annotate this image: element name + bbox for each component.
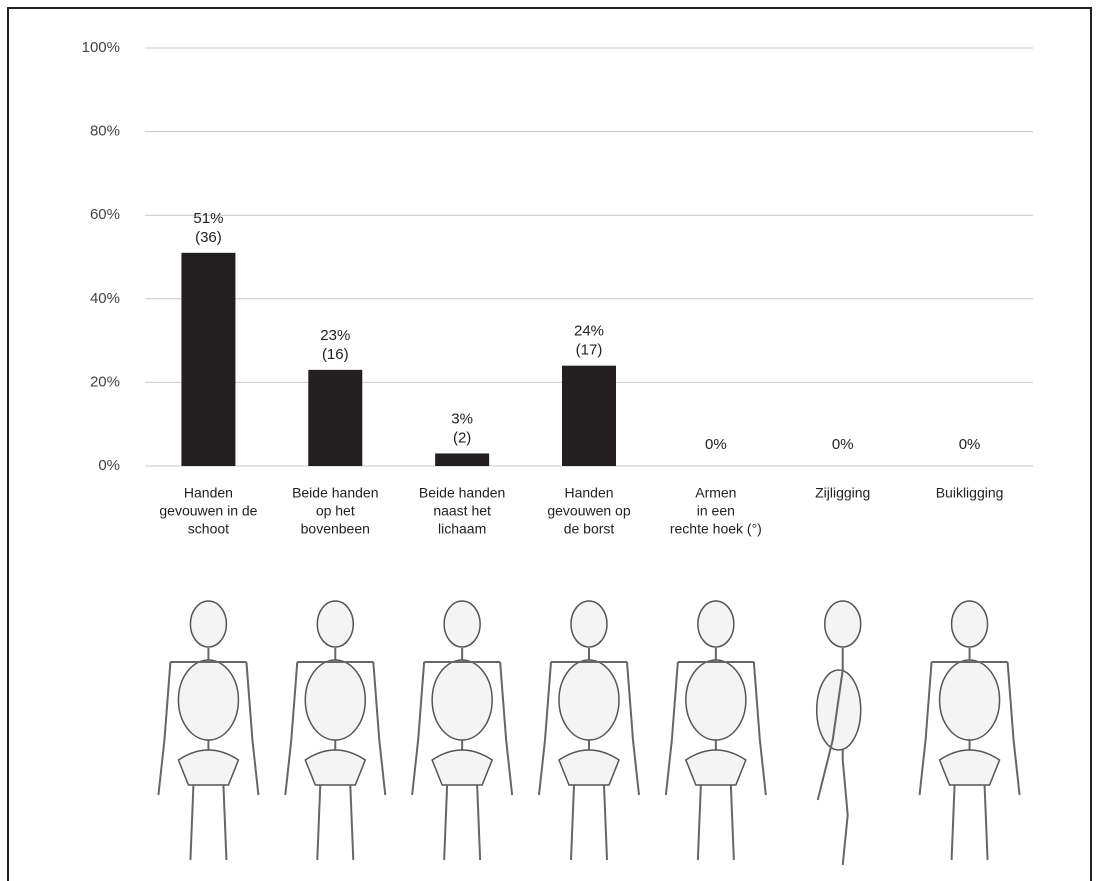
arms bbox=[284, 661, 387, 796]
pelvis bbox=[304, 749, 367, 786]
bar bbox=[562, 365, 616, 466]
ribcage bbox=[431, 659, 493, 741]
y-tick-label: 0% bbox=[98, 457, 120, 474]
skull bbox=[443, 600, 481, 648]
value-label: 51% bbox=[193, 210, 223, 227]
x-tick-label: op het bbox=[316, 503, 355, 519]
legs bbox=[443, 784, 482, 861]
skull bbox=[697, 600, 735, 648]
ribcage bbox=[815, 669, 862, 751]
count-label: (36) bbox=[195, 229, 222, 246]
skeleton bbox=[664, 600, 767, 861]
count-label: (16) bbox=[322, 346, 349, 363]
legs bbox=[316, 784, 355, 861]
ribcage bbox=[685, 659, 747, 741]
skull bbox=[823, 600, 862, 648]
arms bbox=[918, 661, 1021, 796]
ribcage bbox=[938, 659, 1001, 741]
x-tick-label: bovenbeen bbox=[301, 521, 370, 537]
pelvis bbox=[177, 749, 240, 786]
value-label: 0% bbox=[705, 436, 727, 453]
skeleton bbox=[918, 600, 1021, 861]
arms bbox=[157, 661, 260, 796]
skull bbox=[570, 600, 608, 648]
pelvis bbox=[431, 749, 494, 786]
x-tick-label: de borst bbox=[564, 521, 615, 537]
skull bbox=[316, 600, 355, 648]
x-tick-label: Zijligging bbox=[815, 485, 870, 501]
legs bbox=[189, 784, 228, 861]
pelvis bbox=[558, 749, 620, 786]
x-tick-label: Beide handen bbox=[292, 485, 378, 501]
count-label: (2) bbox=[453, 429, 471, 446]
arms bbox=[538, 661, 640, 796]
value-label: 23% bbox=[320, 327, 350, 344]
skull bbox=[950, 600, 989, 648]
value-label: 3% bbox=[451, 410, 473, 427]
ribcage bbox=[177, 659, 240, 741]
x-tick-label: Armen bbox=[695, 485, 736, 501]
skeleton bbox=[411, 600, 514, 861]
bar bbox=[308, 369, 363, 466]
skeleton bbox=[815, 600, 862, 866]
y-tick-label: 60% bbox=[90, 206, 120, 223]
limbs bbox=[816, 669, 849, 866]
x-tick-label: lichaam bbox=[438, 521, 486, 537]
x-tick-label: Handen bbox=[184, 485, 233, 501]
value-label: 0% bbox=[832, 436, 854, 453]
x-tick-label: naast het bbox=[433, 503, 491, 519]
bar bbox=[181, 252, 236, 466]
x-tick-label: Handen bbox=[564, 485, 613, 501]
arms bbox=[664, 661, 767, 796]
legs bbox=[570, 784, 608, 861]
y-tick-label: 80% bbox=[90, 123, 120, 140]
x-tick-label: Beide handen bbox=[419, 485, 505, 501]
legs bbox=[696, 784, 735, 861]
ribcage bbox=[558, 659, 620, 741]
x-tick-label: schoot bbox=[188, 521, 229, 537]
y-tick-label: 100% bbox=[82, 39, 120, 56]
ribcage bbox=[304, 659, 367, 741]
x-tick-label: in een bbox=[697, 503, 735, 519]
legs bbox=[950, 784, 989, 861]
skeleton-illustrations bbox=[157, 600, 1021, 866]
count-label: (17) bbox=[576, 342, 603, 359]
skull bbox=[189, 600, 228, 648]
x-tick-label: gevouwen op bbox=[547, 503, 631, 519]
x-tick-label: Buikligging bbox=[936, 485, 1004, 501]
frame bbox=[7, 7, 1092, 881]
skeleton bbox=[157, 600, 260, 861]
pelvis bbox=[938, 749, 1001, 786]
y-tick-label: 40% bbox=[90, 290, 120, 307]
x-tick-label: rechte hoek (°) bbox=[670, 521, 762, 537]
bar bbox=[435, 453, 490, 466]
skeleton bbox=[284, 600, 387, 861]
x-tick-label: gevouwen in de bbox=[159, 503, 257, 519]
arms bbox=[411, 661, 514, 796]
pelvis bbox=[684, 749, 747, 786]
skeleton bbox=[538, 600, 640, 861]
value-label: 24% bbox=[574, 323, 604, 340]
y-tick-label: 20% bbox=[90, 373, 120, 390]
value-label: 0% bbox=[959, 436, 981, 453]
